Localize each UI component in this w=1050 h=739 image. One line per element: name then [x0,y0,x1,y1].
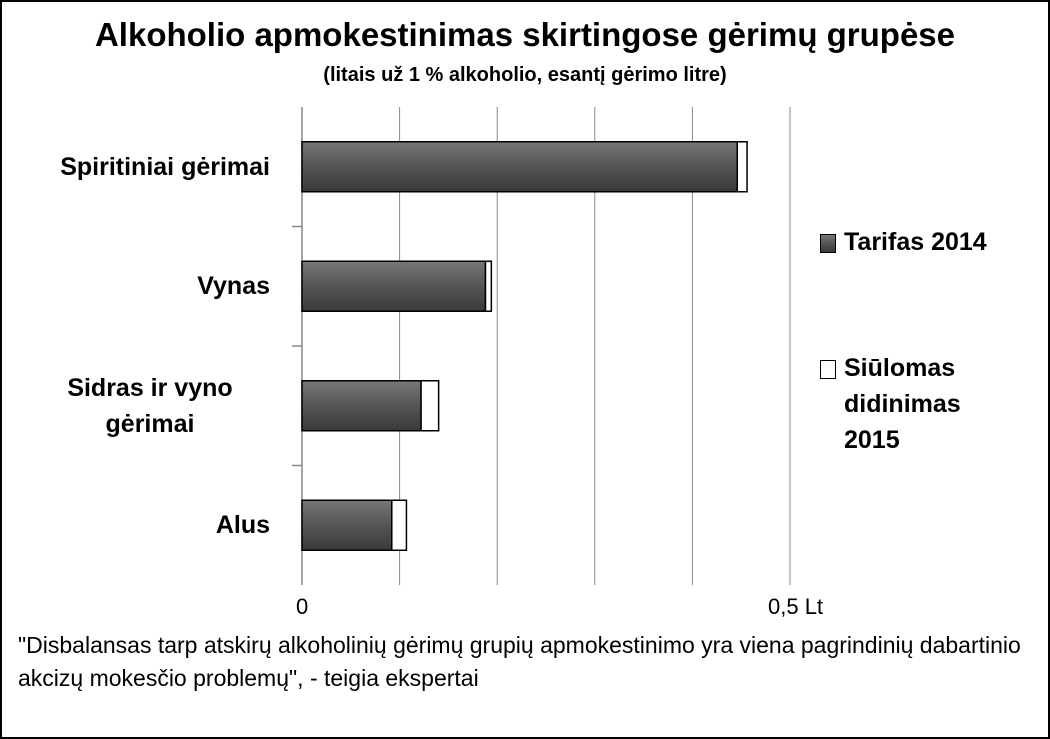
y-tick-label: Alus [215,511,270,540]
legend-label: Siūlomas didinimas 2015 [844,354,961,454]
category-label-box: Alus [2,507,270,543]
footnote: "Disbalansas tarp atskirų alkoholinių gė… [18,632,1021,691]
legend-swatch [820,234,836,253]
y-tick-label: Vynas [197,272,270,301]
y-tick-label: Sidras ir vyno gėrimai [67,373,233,438]
x-tick-label: 0,5 Lt [768,594,824,619]
category-label-box: Sidras ir vyno gėrimai [2,370,270,442]
legend-entry: Siūlomas didinimas 2015 [820,350,1030,458]
chart-subtitle: (litais už 1 % alkoholio, esantį gėrimo … [323,64,727,86]
bar-segment [301,499,393,551]
bar-segment [484,260,493,312]
bar-segment [301,141,739,193]
bar-segment [420,380,440,432]
bar-segment [301,260,487,312]
bar-segment [736,141,748,193]
chart-title: Alkoholio apmokestinimas skirtingose gėr… [94,16,956,53]
category-label-box: Vynas [2,268,270,304]
bar-segment [391,499,408,551]
bar-segment [301,380,422,432]
category-label-box: Spiritiniai gėrimai [2,149,270,185]
legend-swatch [820,360,836,379]
legend-label: Tarifas 2014 [844,228,987,256]
x-tick-label: 0 [296,594,309,619]
y-tick-label: Spiritiniai gėrimai [60,152,270,181]
legend-entry: Tarifas 2014 [820,224,1030,260]
